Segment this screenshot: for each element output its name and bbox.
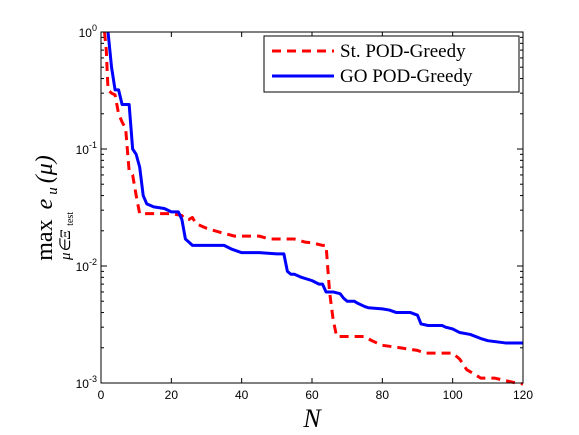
x-tick-label: 100: [443, 388, 463, 402]
y-tick-label: 10-2: [76, 257, 97, 274]
y-label-expr: e: [32, 198, 58, 209]
plot-frame: [100, 31, 524, 384]
y-axis-label: max e u (μ) μ∈Ξ test: [32, 155, 76, 261]
y-tick-label: 10-3: [76, 374, 97, 391]
x-tick-label: 40: [235, 388, 249, 402]
y-label-expr-sub: u: [45, 187, 61, 195]
x-tick-label: 120: [513, 388, 533, 402]
series-layer: [103, 31, 524, 386]
x-tick-label: 0: [98, 388, 105, 402]
legend-label-go-pod-greedy: GO POD-Greedy: [340, 66, 473, 87]
legend: St. POD-Greedy GO POD-Greedy: [263, 35, 520, 93]
series-line-go-pod-greedy: [106, 31, 523, 345]
svg-text:max e u (μ): max e u (μ): [32, 155, 61, 261]
x-tick-label: 80: [376, 388, 390, 402]
y-label-op: max: [32, 219, 58, 260]
x-tick-label: 60: [305, 388, 319, 402]
svg-text:μ∈Ξ test: μ∈Ξ test: [57, 212, 76, 261]
y-label-expr-arg: (μ): [32, 155, 58, 183]
y-label-subscript: μ∈Ξ: [58, 229, 74, 261]
legend-label-st-pod-greedy: St. POD-Greedy: [340, 41, 466, 62]
legend-box: [263, 35, 520, 93]
y-tick-label: 10-1: [76, 140, 97, 157]
x-tick-label: 20: [165, 388, 179, 402]
y-tick-label: 100: [79, 23, 97, 40]
y-label-subscript-tail: test: [65, 212, 76, 226]
x-axis-label: N: [302, 404, 322, 433]
